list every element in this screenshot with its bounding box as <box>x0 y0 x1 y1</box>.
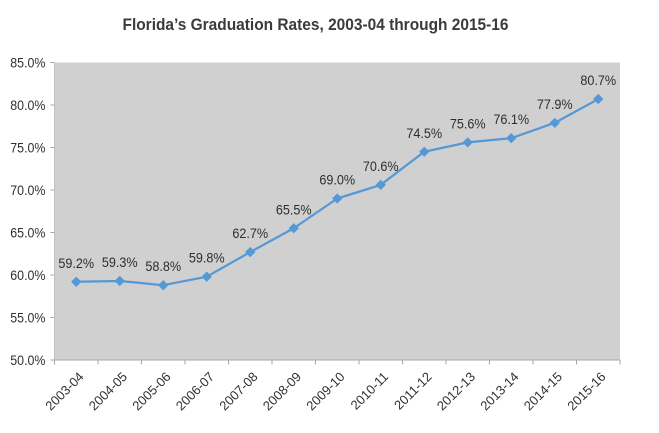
svg-text:55.0%: 55.0% <box>10 310 45 325</box>
svg-text:70.0%: 70.0% <box>10 183 45 198</box>
svg-text:80.0%: 80.0% <box>10 98 45 113</box>
svg-text:85.0%: 85.0% <box>10 55 45 70</box>
svg-text:65.0%: 65.0% <box>10 225 45 240</box>
svg-text:62.7%: 62.7% <box>232 226 268 241</box>
svg-text:50.0%: 50.0% <box>10 353 45 368</box>
svg-text:60.0%: 60.0% <box>10 268 45 283</box>
svg-text:75.0%: 75.0% <box>10 140 45 155</box>
svg-text:59.8%: 59.8% <box>189 251 225 266</box>
svg-text:69.0%: 69.0% <box>319 173 355 188</box>
svg-text:70.6%: 70.6% <box>363 159 399 174</box>
svg-text:58.8%: 58.8% <box>145 259 181 274</box>
svg-text:77.9%: 77.9% <box>537 97 573 112</box>
svg-text:59.2%: 59.2% <box>58 256 94 271</box>
svg-text:65.5%: 65.5% <box>276 202 312 217</box>
svg-text:Florida’s Graduation Rates, 20: Florida’s Graduation Rates, 2003-04 thro… <box>123 16 509 34</box>
svg-text:76.1%: 76.1% <box>493 112 529 127</box>
svg-text:80.7%: 80.7% <box>580 73 616 88</box>
svg-text:59.3%: 59.3% <box>102 255 138 270</box>
svg-text:74.5%: 74.5% <box>406 126 442 141</box>
svg-text:75.6%: 75.6% <box>450 116 486 131</box>
